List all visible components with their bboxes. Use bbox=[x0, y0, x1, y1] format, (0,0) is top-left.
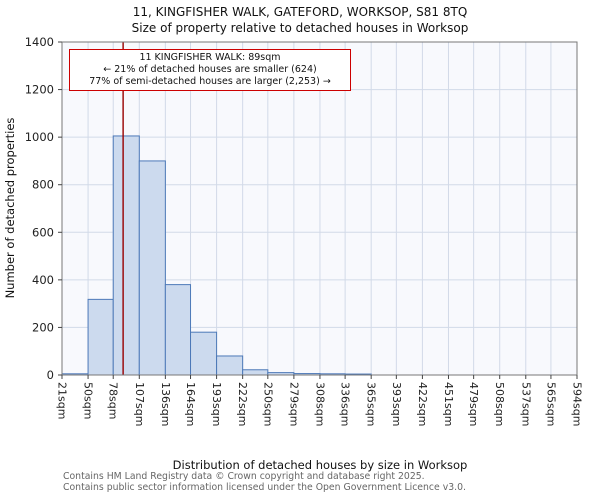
chart-title: 11, KINGFISHER WALK, GATEFORD, WORKSOP, … bbox=[132, 5, 468, 19]
histogram-bar bbox=[190, 331, 218, 376]
x-tick-label: 50sqm bbox=[82, 382, 95, 419]
title-block: 11, KINGFISHER WALK, GATEFORD, WORKSOP, … bbox=[0, 4, 600, 36]
x-tick-label: 250sqm bbox=[261, 382, 274, 426]
x-tick-label: 164sqm bbox=[184, 382, 197, 426]
x-tick-label: 21sqm bbox=[56, 382, 69, 419]
x-tick-label: 222sqm bbox=[236, 382, 249, 426]
y-axis-ticks: 0 200 400 600 800 1000 1200 1400 bbox=[25, 35, 62, 382]
y-tick-label: 200 bbox=[32, 320, 54, 334]
x-tick-label: 393sqm bbox=[390, 382, 403, 426]
histogram-bar bbox=[112, 135, 140, 376]
annotation-line-property: 11 KINGFISHER WALK: 89sqm bbox=[139, 52, 281, 63]
x-tick-label: 451sqm bbox=[442, 382, 455, 426]
x-tick-label: 422sqm bbox=[416, 382, 429, 426]
x-tick-label: 594sqm bbox=[571, 382, 584, 426]
footer-line-2: Contains public sector information licen… bbox=[63, 482, 466, 493]
histogram-bar bbox=[242, 369, 269, 376]
y-tick-label: 0 bbox=[47, 368, 54, 382]
annotation-box: 11 KINGFISHER WALK: 89sqm ← 21% of detac… bbox=[69, 49, 351, 91]
footer-line-1: Contains HM Land Registry data © Crown c… bbox=[63, 471, 425, 482]
x-tick-label: 136sqm bbox=[159, 382, 172, 426]
y-tick-label: 800 bbox=[32, 178, 54, 192]
x-tick-label: 279sqm bbox=[287, 382, 300, 426]
x-tick-label: 479sqm bbox=[467, 382, 480, 426]
x-tick-label: 508sqm bbox=[493, 382, 506, 426]
x-tick-label: 308sqm bbox=[313, 382, 326, 426]
chart-subtitle: Size of property relative to detached ho… bbox=[131, 21, 469, 35]
x-tick-label: 78sqm bbox=[107, 382, 120, 419]
x-tick-label: 107sqm bbox=[133, 382, 146, 426]
histogram-bar bbox=[138, 160, 166, 376]
y-tick-label: 400 bbox=[32, 273, 54, 287]
y-tick-label: 1200 bbox=[25, 83, 54, 97]
x-tick-label: 365sqm bbox=[365, 382, 378, 426]
y-axis-label: Number of detached properties bbox=[3, 118, 17, 299]
y-tick-label: 600 bbox=[32, 225, 54, 239]
histogram-bar bbox=[87, 298, 114, 376]
histogram-bar bbox=[216, 355, 244, 376]
annotation-line-smaller: ← 21% of detached houses are smaller (62… bbox=[103, 64, 317, 75]
x-tick-label: 537sqm bbox=[519, 382, 532, 426]
footer: Contains HM Land Registry data © Crown c… bbox=[63, 471, 593, 493]
x-axis-ticks: 21sqm 50sqm 78sqm 107sqm 136sqm 164sqm 193sqm 2… bbox=[56, 375, 584, 426]
x-tick-label: 193sqm bbox=[210, 382, 223, 426]
x-tick-label: 336sqm bbox=[339, 382, 352, 426]
x-axis-label: Distribution of detached houses by size … bbox=[173, 458, 468, 472]
y-tick-label: 1400 bbox=[25, 35, 54, 49]
x-tick-label: 565sqm bbox=[544, 382, 557, 426]
histogram-bar bbox=[164, 284, 192, 376]
annotation-line-larger: 77% of semi-detached houses are larger (… bbox=[89, 76, 331, 87]
y-tick-label: 1000 bbox=[25, 130, 54, 144]
